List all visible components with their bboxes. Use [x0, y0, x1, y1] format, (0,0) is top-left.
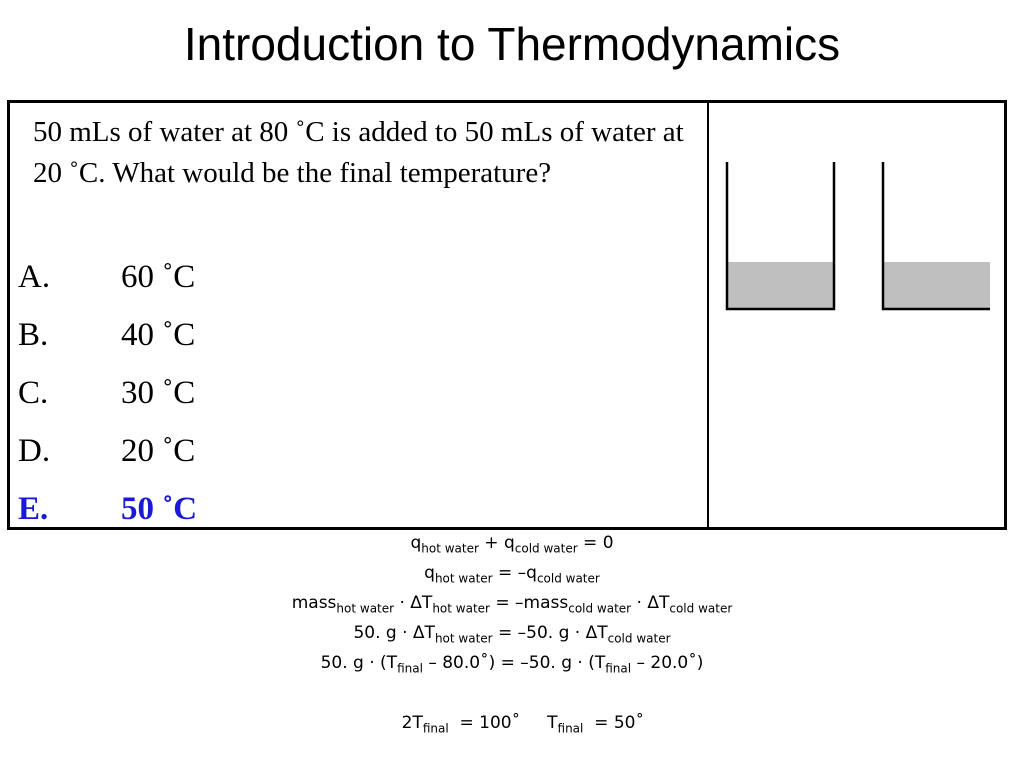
- cold-water-beaker: [881, 162, 990, 311]
- equation-subscript: final: [422, 721, 449, 736]
- equation-text: – 80.0˚) = –50. g · (T: [422, 653, 606, 673]
- equation-text: · ΔT: [394, 593, 433, 613]
- slide-title: Introduction to Thermodynamics: [183, 18, 841, 70]
- equation-text: 2T: [401, 713, 423, 733]
- equation-text: 50. g · (T: [320, 653, 398, 673]
- option-letter: A.: [18, 259, 51, 295]
- option-letter: E.: [18, 491, 49, 527]
- equation-text: q: [424, 563, 435, 583]
- equation-subscript: cold water: [568, 601, 632, 616]
- equation-text: + q: [478, 533, 515, 553]
- question-table: [7, 100, 1007, 530]
- option-a[interactable]: A. 60 ˚C: [18, 248, 698, 306]
- option-letter: C.: [18, 375, 49, 411]
- option-d[interactable]: D. 20 ˚C: [18, 422, 698, 480]
- equation-subscript: hot water: [421, 541, 479, 556]
- equation-text: = 100˚ T: [448, 713, 558, 733]
- equation-subscript: hot water: [432, 601, 490, 616]
- answer-options: A. 60 ˚C B. 40 ˚C C. 30 ˚C D. 20 ˚C E. 5…: [18, 248, 698, 538]
- option-letter: B.: [18, 317, 49, 353]
- solution-line-5: 50. g · (Tfinal – 80.0˚) = –50. g · (Tfi…: [0, 648, 1024, 678]
- equation-text: – 20.0˚): [631, 653, 704, 673]
- equation-subscript: final: [397, 661, 423, 676]
- equation-text: 50. g · ΔT: [353, 623, 435, 643]
- solution-line-2: qhot water = –qcold water: [0, 558, 1024, 588]
- solution-line-3: masshot water · ΔThot water = –masscold …: [0, 588, 1024, 618]
- solution-line-4: 50. g · ΔThot water = –50. g · ΔTcold wa…: [0, 618, 1024, 648]
- equation-text: = –mass: [489, 593, 569, 613]
- equation-text: = 50˚: [583, 713, 644, 733]
- beaker-outline: [881, 162, 990, 311]
- option-value: 20 ˚C: [121, 433, 196, 469]
- solution-line-1: qhot water + qcold water = 0: [0, 528, 1024, 558]
- equation-subscript: final: [557, 721, 584, 736]
- table-divider: [707, 100, 709, 530]
- option-c[interactable]: C. 30 ˚C: [18, 364, 698, 422]
- equation-subscript: hot water: [434, 571, 493, 586]
- equation-subscript: cold water: [607, 631, 671, 646]
- equation-text: = –q: [492, 563, 537, 583]
- equation-text: = 0: [577, 533, 614, 553]
- hot-water-beaker: [725, 162, 836, 311]
- option-value: 40 ˚C: [121, 317, 196, 353]
- equation-text: · ΔT: [631, 593, 670, 613]
- equation-subscript: final: [605, 661, 632, 676]
- question-text: 50 mLs of water at 80 ˚C is added to 50 …: [33, 116, 684, 189]
- beakers-illustration: [725, 162, 990, 311]
- option-value: 30 ˚C: [121, 375, 196, 411]
- option-value: 50 ˚C: [121, 491, 198, 527]
- equation-text: = –50. g · ΔT: [492, 623, 608, 643]
- equation-text: q: [410, 533, 422, 553]
- equation-subscript: cold water: [669, 601, 733, 616]
- water-fill: [883, 262, 990, 308]
- equation-text: mass: [291, 593, 337, 613]
- option-value: 60 ˚C: [121, 259, 196, 295]
- solution-line-6: 2Tfinal = 100˚ Tfinal = 50˚: [0, 678, 1024, 735]
- equation-subscript: cold water: [514, 541, 578, 556]
- option-e-correct[interactable]: E. 50 ˚C: [18, 480, 698, 538]
- equation-subscript: hot water: [336, 601, 395, 616]
- equation-subscript: cold water: [536, 571, 600, 586]
- equation-subscript: hot water: [434, 631, 493, 646]
- option-letter: D.: [18, 433, 51, 469]
- water-fill: [727, 262, 834, 308]
- option-b[interactable]: B. 40 ˚C: [18, 306, 698, 364]
- beaker-outline: [725, 162, 836, 311]
- solution-steps: qhot water + qcold water = 0 qhot water …: [0, 528, 1024, 735]
